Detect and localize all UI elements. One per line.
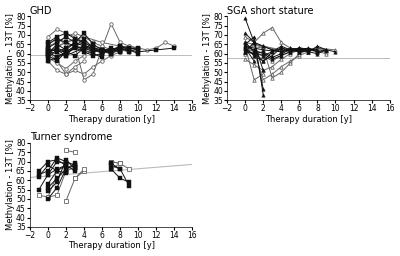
X-axis label: Therapy duration [y]: Therapy duration [y] (68, 115, 155, 124)
Y-axis label: Methylation - 13T [%]: Methylation - 13T [%] (6, 13, 14, 104)
X-axis label: Therapy duration [y]: Therapy duration [y] (265, 115, 352, 124)
Text: Turner syndrome: Turner syndrome (30, 132, 112, 142)
X-axis label: Therapy duration [y]: Therapy duration [y] (68, 241, 155, 250)
Text: GHD: GHD (30, 6, 52, 16)
Y-axis label: Methylation - 13T [%]: Methylation - 13T [%] (6, 140, 14, 230)
Text: SGA short stature: SGA short stature (227, 6, 314, 16)
Y-axis label: Methylation - 13T [%]: Methylation - 13T [%] (203, 13, 212, 104)
